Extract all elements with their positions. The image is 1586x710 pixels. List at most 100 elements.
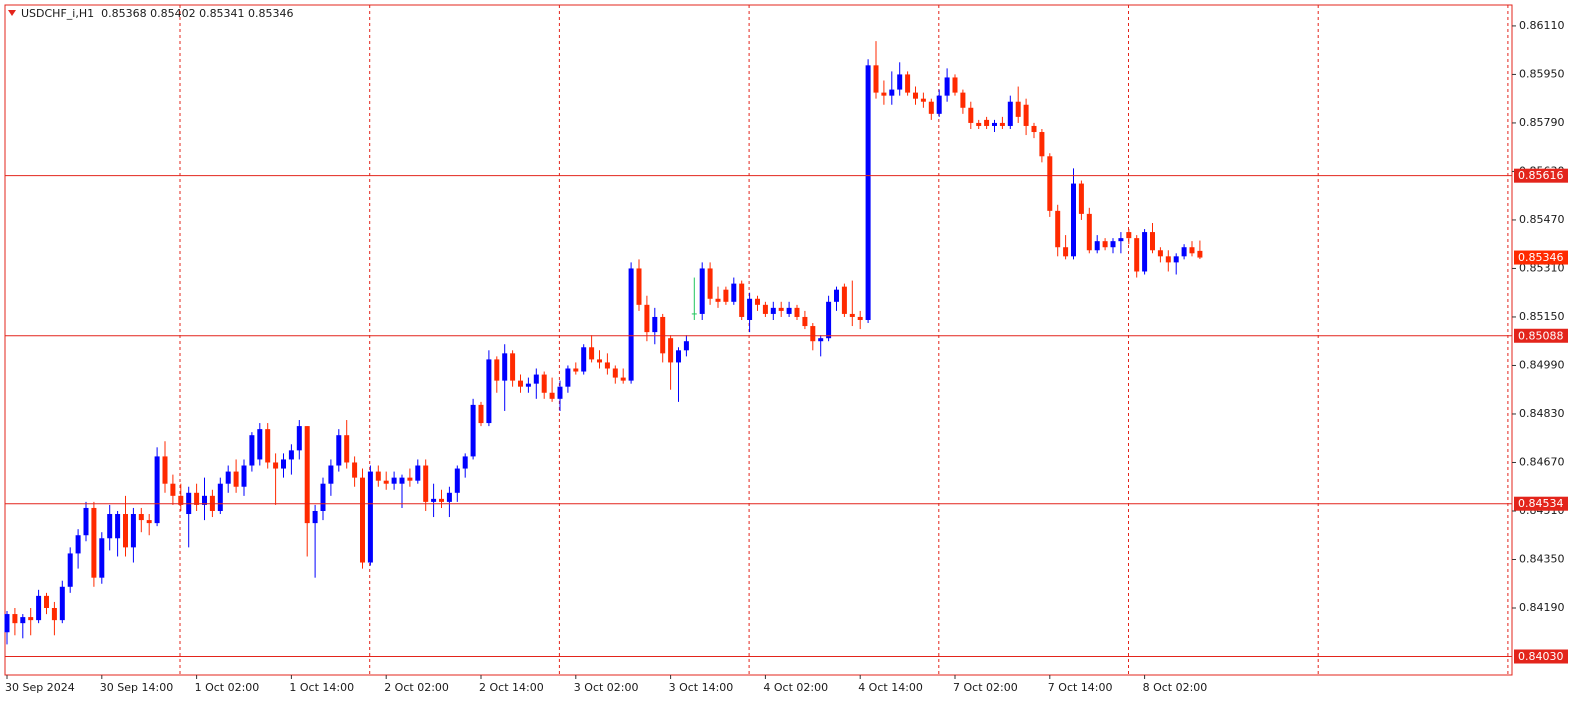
candle-body [1039,132,1045,157]
candle-body [486,359,492,424]
candle-body [367,471,373,563]
candle-body [913,92,918,99]
candle-body [1015,101,1021,117]
candle-body [1094,241,1100,251]
x-tick-label: 7 Oct 02:00 [953,681,1018,694]
candle-body [889,89,895,96]
candle-body [1110,241,1116,248]
collapse-arrow[interactable] [8,10,16,16]
candle-body [826,301,832,339]
candle-body [1157,250,1163,257]
candle-body [873,65,879,93]
y-tick-label: 0.84350 [1519,552,1565,565]
candle-body [857,316,863,320]
candle-body [644,304,650,333]
candle-body [604,362,610,369]
candle-body [399,477,405,484]
candle-body [273,462,279,469]
candle-body [194,492,200,505]
candle-body [178,495,184,505]
candle-body [12,614,18,624]
candle-body [59,586,65,621]
candle-body [1126,232,1132,239]
level-label: 0.84534 [1518,497,1564,510]
candle-body [1118,238,1124,242]
candle-body [312,510,318,524]
candle-body [755,298,760,305]
candle-body [881,92,887,96]
candle-body [984,119,990,126]
candle-body [1134,238,1140,272]
candle-body [462,456,468,469]
x-tick-label: 4 Oct 02:00 [763,681,828,694]
candle-body [747,298,753,320]
candle-body [383,480,389,484]
last-price-box [1514,250,1568,265]
candle-body [304,426,310,524]
candle-body [1023,104,1029,126]
y-tick-label: 0.85950 [1519,67,1565,80]
candle-body [612,368,618,378]
candle-body [834,289,839,302]
candles [4,41,1203,645]
candle-body [91,507,97,578]
candle-body [1197,250,1203,258]
level-label-box [1514,496,1568,511]
candle-body [249,435,255,466]
candle-body [818,338,824,342]
candle-body [170,483,176,496]
candle-body [75,535,81,554]
x-tick-label: 30 Sep 14:00 [100,681,173,694]
level-label-box [1514,168,1568,183]
candle-body [968,107,974,123]
candle-body [897,74,903,90]
candle-body [202,495,207,505]
candle-body [123,514,128,548]
candle-body [407,477,413,481]
candle-body [589,347,595,360]
candle-body [470,404,476,457]
y-tick-label: 0.84990 [1519,358,1565,371]
candle-body [36,595,42,621]
candle-body [620,377,626,381]
candle-body [1102,241,1108,248]
candle-body [1063,247,1069,257]
candle-body [533,374,539,384]
candle-body [391,477,397,484]
x-tick-label: 1 Oct 14:00 [289,681,354,694]
candle-body [1086,213,1092,251]
candle-body [225,471,231,484]
y-tick-label: 0.85790 [1519,116,1565,129]
x-tick-label: 2 Oct 14:00 [479,681,544,694]
y-tick-label: 0.84830 [1519,407,1565,420]
candle-body [138,514,144,521]
candle-body [778,307,784,311]
candle-body [4,614,10,633]
last-price-label: 0.85346 [1518,251,1564,264]
candle-body [115,514,121,539]
candle-body [281,459,286,469]
candle-body [699,268,705,314]
candle-body [288,450,294,460]
candle-body [597,359,602,363]
candle-body [565,368,571,387]
candle-body [905,74,911,93]
candle-body [660,316,666,354]
candle-body [976,122,982,126]
candle-body [723,289,729,302]
candle-body [1078,183,1084,214]
candle-body [67,553,73,587]
candle-body [683,341,689,351]
candle-body [849,313,855,317]
candle-body [928,101,934,114]
x-tick-label: 7 Oct 14:00 [1048,681,1113,694]
candle-body [478,404,484,424]
chart-title: USDCHF_i,H1 0.85368 0.85402 0.85341 0.85… [21,7,294,20]
candle-body [541,374,547,393]
candle-body [265,429,271,463]
candle-body [20,617,26,624]
candle-body [320,483,326,511]
